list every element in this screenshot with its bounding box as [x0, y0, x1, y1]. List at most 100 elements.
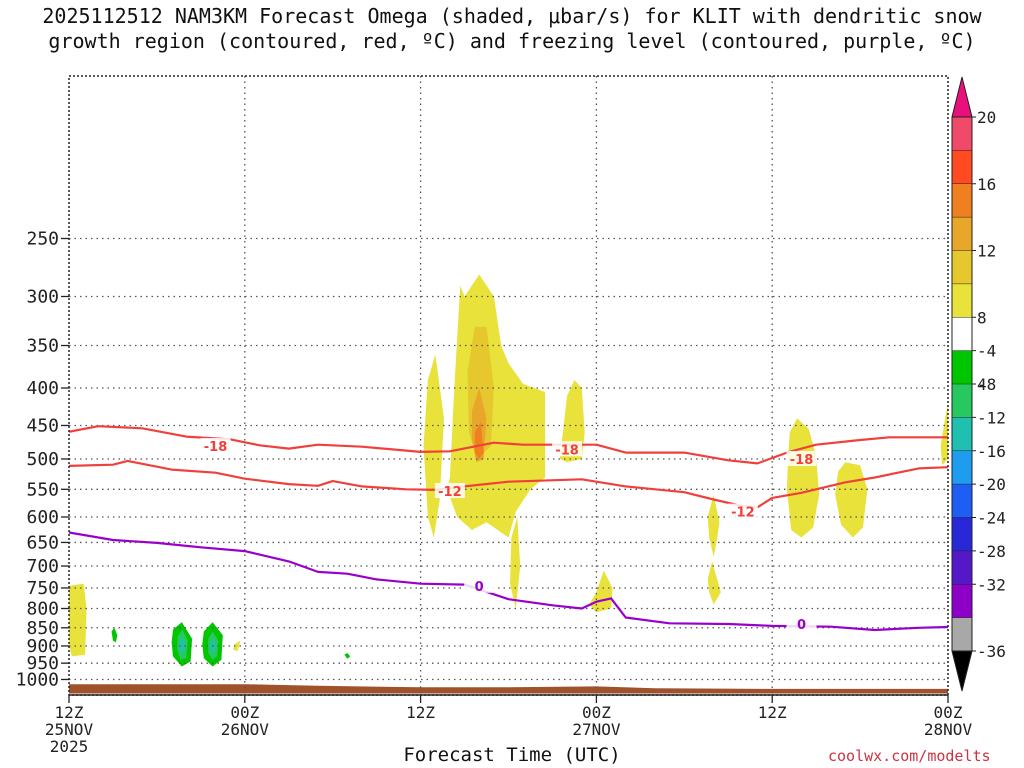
x-tick-label-1-1: 26NOV [221, 720, 270, 739]
omega-area-0-1 [233, 640, 241, 652]
contour-label-bg-1-1 [727, 503, 758, 519]
colorbar-cell-8 [952, 384, 972, 418]
y-tick-label-750: 750 [26, 578, 59, 599]
colorbar-cell-9 [952, 417, 972, 452]
contour-lines: -18 -18 -18 -12 -12 0 0 [69, 425, 948, 633]
omega-area-4-3 [344, 653, 351, 659]
x-tick-label-0-1: 25NOV [45, 720, 94, 739]
colorbar-cell-2 [952, 183, 972, 218]
y-tick-label-950: 950 [26, 653, 59, 674]
colorbar-cell-10 [952, 450, 972, 485]
colorbar-cell-1 [952, 150, 972, 185]
colorbar-cell-3 [952, 217, 972, 251]
contour-label-2-1: 0 [797, 618, 806, 633]
colorbar-label-11: -28 [977, 542, 1006, 561]
colorbar-cell-0 [952, 117, 972, 151]
x-tick-label-5-0: 00Z [934, 703, 963, 722]
contour-label-0-2: -18 [790, 453, 814, 468]
omega-area-0-7 [707, 495, 720, 557]
y-tick-label-350: 350 [26, 336, 59, 357]
colorbar-cell-14 [952, 584, 972, 619]
colorbar-cell-5 [952, 283, 972, 318]
colorbar-label-7: -12 [977, 408, 1006, 427]
x-axis-label: Forecast Time (UTC) [403, 744, 621, 766]
chart-title: 2025112512 NAM3KM Forecast Omega (shaded… [0, 4, 1024, 54]
y-tick-label-250: 250 [26, 228, 59, 249]
y-tick-label-700: 700 [26, 556, 59, 577]
y-tick-label-500: 500 [26, 449, 59, 470]
terrain [69, 684, 948, 694]
title-line-1: 2025112512 NAM3KM Forecast Omega (shaded… [42, 4, 982, 28]
x-tick-label-4-0: 12Z [758, 703, 787, 722]
colorbar-top-arrow [951, 76, 973, 118]
y-tick-label-400: 400 [26, 378, 59, 399]
colorbar-label-3: 8 [977, 308, 987, 327]
colorbar-bottom-arrow [951, 650, 973, 692]
y-tick-label-550: 550 [26, 479, 59, 500]
colorbar-cell-7 [952, 350, 972, 385]
omega-area-0-11 [940, 403, 948, 466]
contour-label-bg-0-0 [200, 438, 231, 454]
contour-label-2-0: 0 [475, 580, 484, 595]
y-tick-label-600: 600 [26, 507, 59, 528]
contour-label-1-0: -12 [438, 485, 462, 500]
title-line-2: growth region (contoured, red, ºC) and f… [48, 29, 976, 53]
omega-area-6-0 [178, 637, 186, 653]
credit-link[interactable]: coolwx.com/modelts [828, 747, 991, 765]
omega-shading [69, 274, 948, 667]
colorbar-label-4: 4 [977, 375, 987, 394]
terrain-layer [69, 684, 948, 694]
colorbar-label-9: -20 [977, 475, 1006, 494]
y-tick-label-900: 900 [26, 636, 59, 657]
colorbar-cell-6 [952, 317, 972, 352]
colorbar-label-0: 20 [977, 108, 996, 127]
x-tick-label-5-1: 28NOV [924, 720, 973, 739]
x-tick-label-0-0: 12Z [55, 703, 84, 722]
x-tick-label-2-0: 12Z [406, 703, 435, 722]
y-tick-label-450: 450 [26, 415, 59, 436]
x-tick-label-3-1: 27NOV [572, 720, 621, 739]
colorbar-cell-15 [952, 617, 972, 652]
colorbar-label-12: -32 [977, 575, 1006, 594]
contour-label-bg-0-1 [552, 441, 583, 457]
omega-area-4-2 [111, 627, 118, 643]
omega-area-3-0 [474, 421, 484, 459]
colorbar-cell-4 [952, 250, 972, 285]
omega-area-0-10 [835, 462, 868, 538]
contour-label-bg-2-0 [464, 577, 495, 593]
colorbar-label-6: -8 [977, 375, 996, 394]
x-tick-label-1-0: 00Z [230, 703, 259, 722]
omega-area-0-9 [786, 418, 820, 538]
omega-area-0-8 [707, 561, 721, 605]
colorbar-label-2: 12 [977, 242, 996, 261]
y-tick-label-300: 300 [26, 286, 59, 307]
y-tick-label-850: 850 [26, 618, 59, 639]
colorbar-cell-13 [952, 550, 972, 585]
plot-frame [68, 75, 949, 696]
y-tick-label-650: 650 [26, 532, 59, 553]
x-tick-label-0-2: 2025 [50, 737, 89, 756]
colorbar-label-10: -24 [977, 509, 1006, 528]
contour-label-1-1: -12 [731, 506, 755, 521]
y-tick-label-800: 800 [26, 598, 59, 619]
contour-line-1 [69, 459, 948, 509]
y-axis: 2503003504004505005506006507007508008509… [16, 228, 69, 690]
contour-label-bg-1-0 [434, 483, 465, 499]
contour-line-2 [69, 531, 948, 632]
contour-label-bg-0-2 [786, 450, 817, 466]
contour-label-0-1: -18 [555, 443, 579, 458]
colorbar-label-8: -16 [977, 442, 1006, 461]
omega-area-0-2 [423, 354, 444, 538]
contour-label-bg-2-1 [786, 616, 817, 632]
y-tick-label-1000: 1000 [16, 669, 59, 690]
colorbar: 20 16 12 8 4 -4 -8 -12 -16 -20 -24 -28 -32 -36 [951, 76, 1006, 692]
omega-area-0-0 [69, 583, 87, 657]
colorbar-label-5: -4 [977, 342, 996, 361]
omega-area-0-4 [510, 517, 521, 609]
omega-area-0-3 [447, 274, 546, 538]
contour-label-0-0: -18 [204, 440, 228, 455]
colorbar-label-1: 16 [977, 175, 996, 194]
colorbar-label-13: -36 [977, 642, 1006, 661]
